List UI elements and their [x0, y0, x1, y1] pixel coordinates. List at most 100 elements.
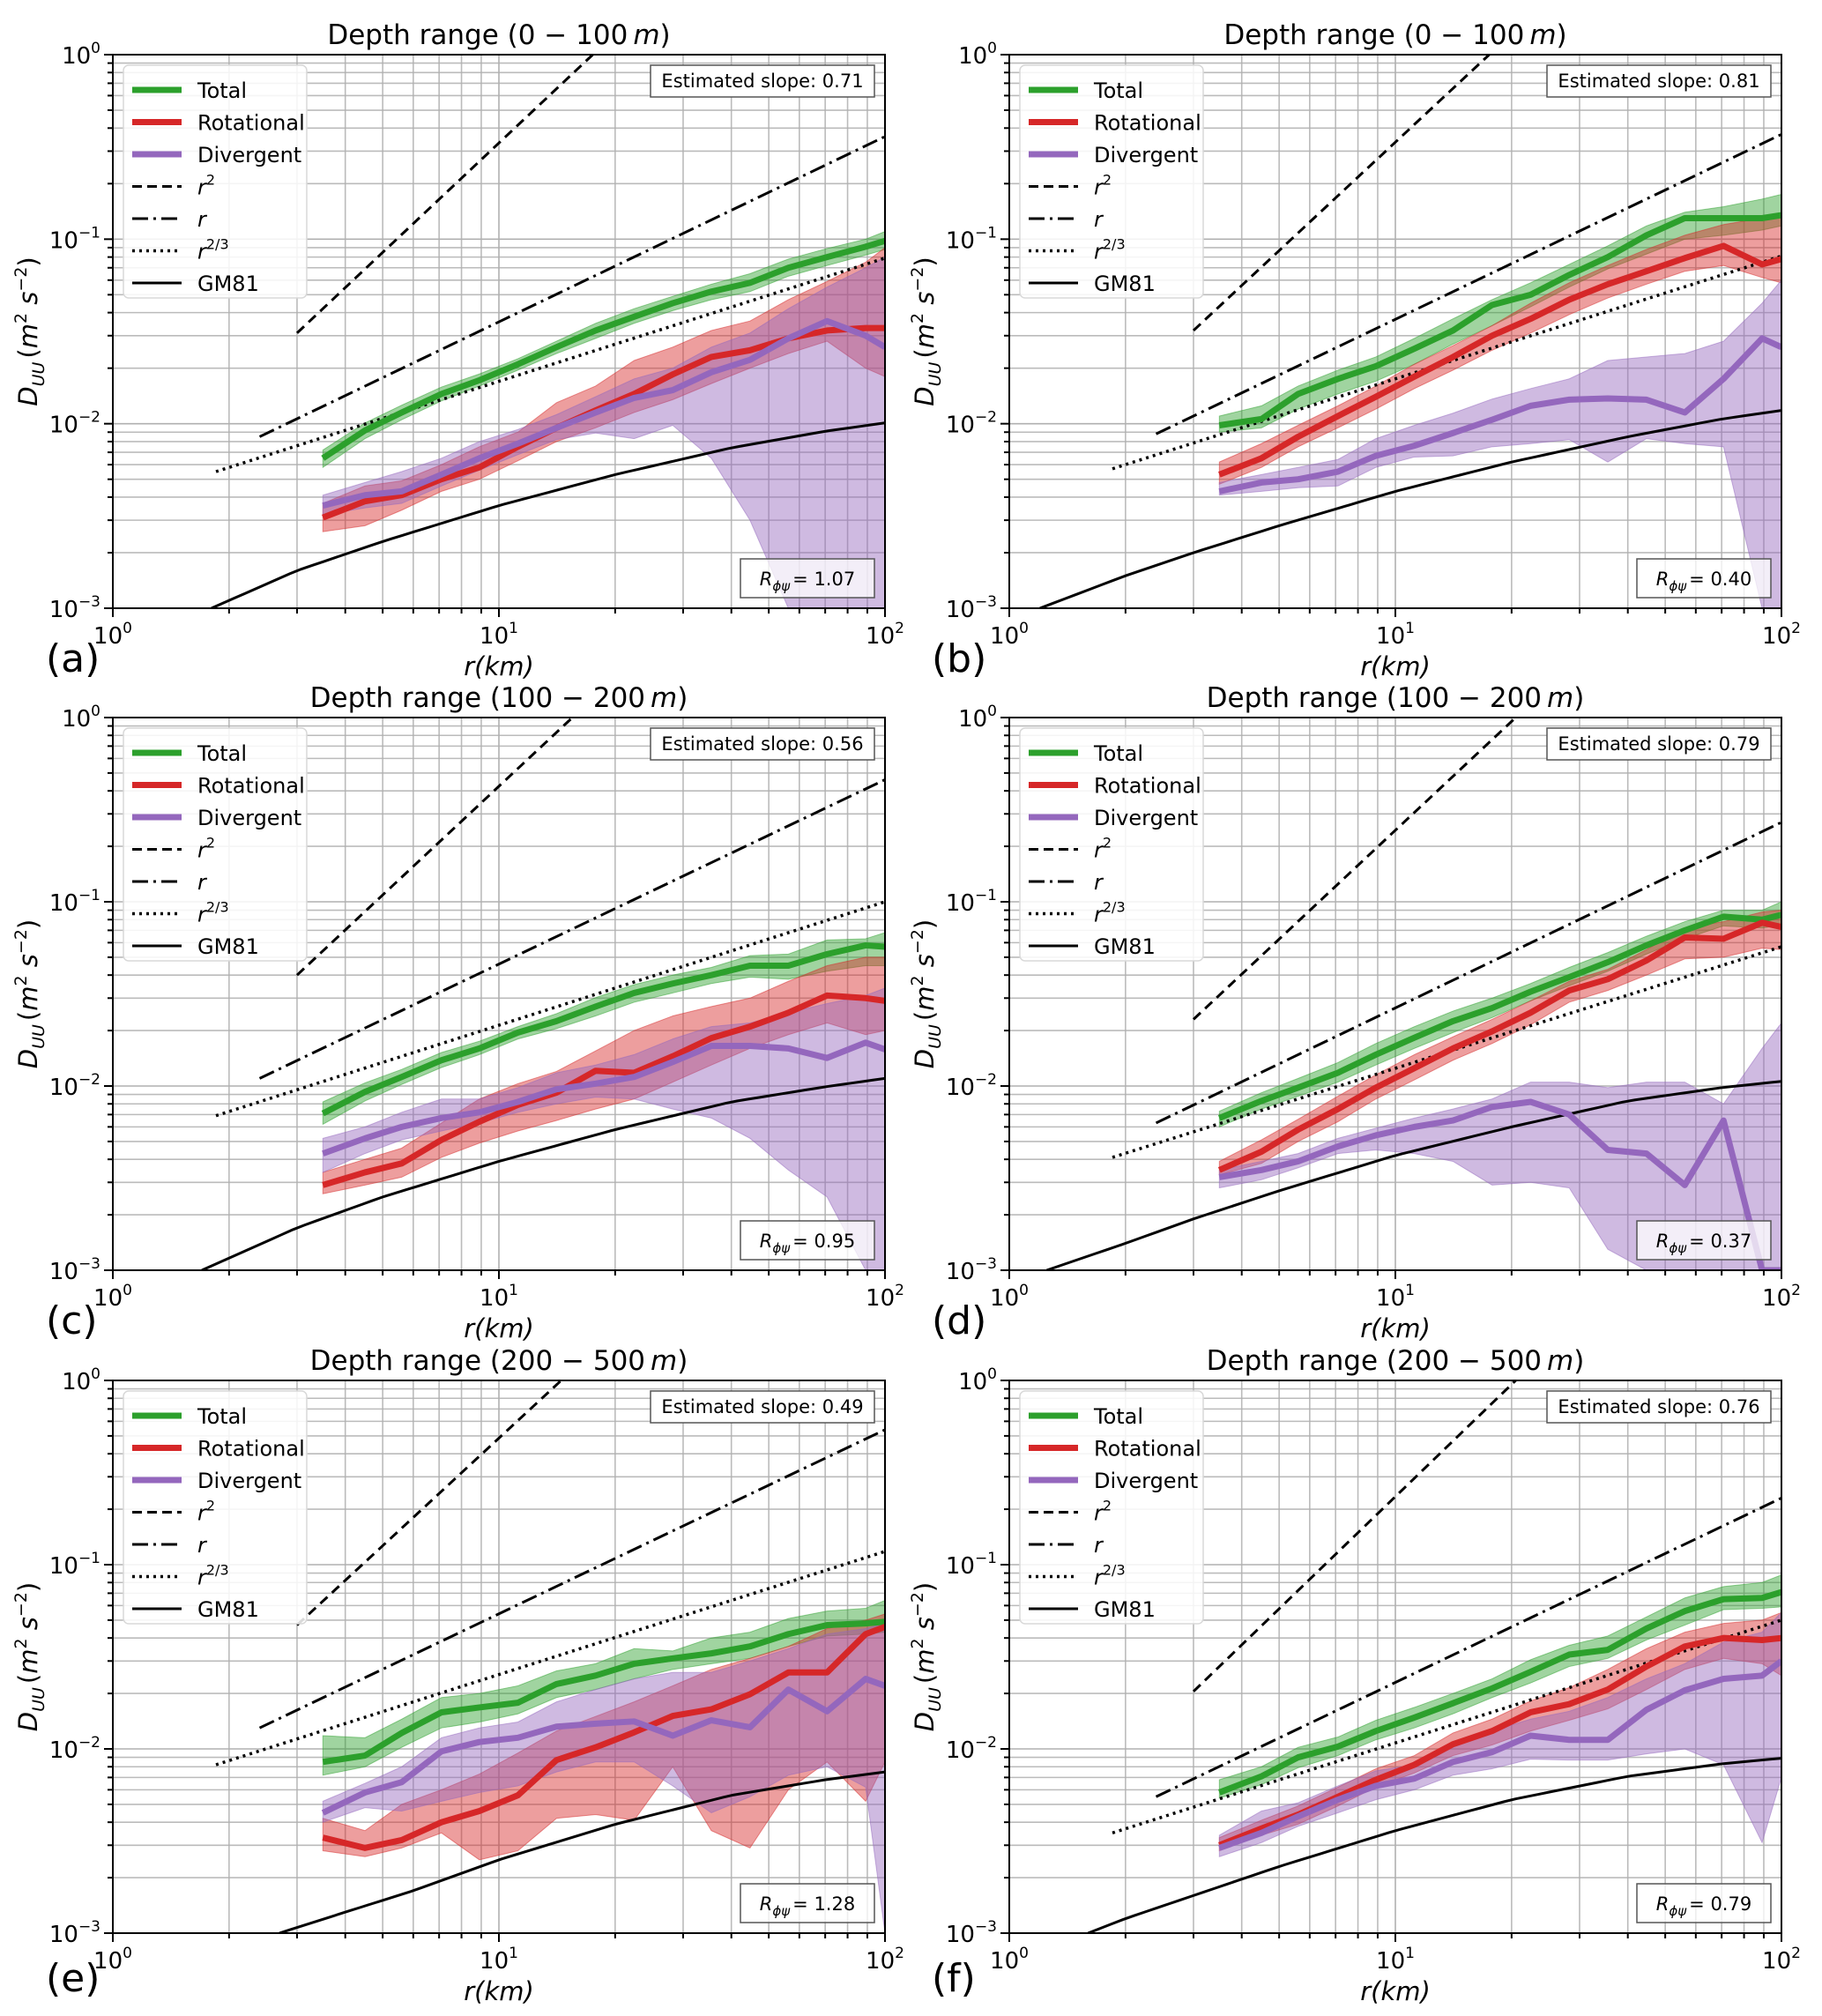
slope-box: [1546, 64, 1772, 98]
y-tick-label: 10−3: [49, 1918, 100, 1948]
y-tick-label: 10−2: [49, 1734, 100, 1764]
legend-label-4: r: [1094, 1533, 1104, 1558]
band-divergent: [1218, 1022, 1781, 1270]
y-tick-label: 10−1: [946, 224, 997, 254]
y-tick-label: 10−3: [49, 593, 100, 623]
ratio-annotation: Rϕψ = 1.07: [740, 558, 875, 599]
series-line-rotational: [322, 992, 885, 1188]
legend-label-3: r2: [197, 835, 215, 863]
panel-letter: (f): [932, 1956, 976, 2001]
x-tick-label: 101: [1376, 620, 1415, 650]
x-tick-label: 100: [93, 1282, 132, 1312]
panel-f: 100 101 102 10−3 10−2 10−1 100 Depth range (200…: [908, 1345, 1801, 2006]
panel-d: 100 101 102 10−3 10−2 10−1 100 Depth range (100…: [908, 682, 1801, 1343]
x-tick-label: 101: [1376, 1945, 1415, 1975]
series-line-divergent: [1218, 1098, 1781, 1270]
ratio-text: Rϕψ = 1.07: [760, 569, 855, 594]
x-tick-label: 102: [866, 1282, 904, 1312]
x-tick-label: 101: [480, 1282, 518, 1312]
series-line-rotational: [1218, 242, 1781, 478]
x-axis-label: r(km): [464, 1313, 534, 1343]
series-line-divergent: [1218, 1658, 1781, 1851]
legend-label-2: Divergent: [1094, 806, 1198, 830]
ratio-annotation: Rϕψ = 0.40: [1636, 558, 1772, 599]
legend-label-6: GM81: [1094, 934, 1156, 959]
legend-label-4: r: [197, 1533, 208, 1558]
legend-label-6: GM81: [197, 934, 259, 959]
legend-label-5: r2/3: [197, 899, 229, 927]
legend: Total Rotational Divergent r2 r r2/3 GM81: [123, 64, 308, 299]
grid: [1009, 1380, 1781, 1933]
legend-label-4: r: [1094, 207, 1104, 232]
slope-annotation: Estimated slope: 0.49: [650, 1390, 875, 1424]
slope-box: [650, 1390, 875, 1424]
y-tick-label: 10−2: [946, 1071, 997, 1101]
y-tick-label: 10−3: [946, 1255, 997, 1285]
reference-line-gm81: [211, 421, 885, 608]
band-divergent: [322, 1623, 885, 1933]
x-tick-label: 100: [93, 1945, 132, 1975]
ticks: [1000, 1380, 1782, 1942]
x-tick-label: 100: [990, 620, 1029, 650]
x-axis-label: r(km): [1360, 1976, 1431, 2006]
series-line-rotational: [1217, 919, 1781, 1173]
plot-area: [211, 55, 885, 608]
y-tick-label: 100: [62, 1365, 100, 1395]
ratio-box: [1636, 1220, 1772, 1261]
x-tick-label: 100: [93, 620, 132, 650]
legend-label-1: Rotational: [197, 111, 305, 136]
legend-label-5: r2/3: [1094, 1562, 1126, 1590]
y-tick-label: 100: [62, 703, 100, 733]
y-tick-label: 10−1: [49, 224, 100, 254]
ratio-text: Rϕψ = 0.95: [760, 1231, 855, 1256]
legend: Total Rotational Divergent r2 r r2/3 GM81: [1019, 1390, 1204, 1625]
ratio-annotation: Rϕψ = 0.37: [1636, 1220, 1772, 1261]
panel-c: 100 101 102 10−3 10−2 10−1 100 Depth range (100…: [11, 682, 904, 1343]
legend-label-2: Divergent: [197, 143, 301, 167]
slope-annotation: Estimated slope: 0.81: [1546, 64, 1772, 98]
series-line-total: [321, 941, 885, 1117]
reference-line-gm81: [1045, 1080, 1781, 1270]
x-tick-label: 101: [480, 620, 518, 650]
slope-annotation: Estimated slope: 0.79: [1546, 727, 1772, 761]
x-tick-label: 102: [1762, 620, 1801, 650]
y-tick-label: 10−2: [49, 409, 100, 439]
panel-a: 100 101 102 10−3 10−2 10−1 100 Depth range (0 −…: [11, 19, 904, 681]
reference-line-gm81: [1087, 1757, 1781, 1933]
reference-line-r2: [295, 55, 594, 334]
legend-label-5: r2/3: [197, 1562, 229, 1590]
series-line-total: [1218, 212, 1781, 428]
legend-label-5: r2/3: [197, 236, 229, 264]
series-line-rotational: [322, 1624, 885, 1851]
y-tick-label: 100: [958, 1365, 997, 1395]
slope-box: [650, 727, 875, 761]
plot-area: [215, 1380, 885, 1933]
band-rotational: [322, 1613, 885, 1861]
reference-line-r2: [295, 1380, 562, 1626]
slope-box: [1546, 1390, 1772, 1424]
ratio-box: [1636, 558, 1772, 599]
reference-line-r2: [1192, 55, 1491, 332]
band-total: [1218, 901, 1781, 1128]
panel-b: 100 101 102 10−3 10−2 10−1 100 Depth range (0 −…: [908, 19, 1801, 681]
slope-text: Estimated slope: 0.81: [1558, 71, 1759, 92]
reference-line-gm81: [1039, 409, 1781, 608]
x-tick-label: 102: [866, 620, 904, 650]
y-axis-label: DUU(m2 s−2): [908, 919, 945, 1069]
band-total: [322, 231, 885, 469]
x-tick-label: 101: [480, 1945, 518, 1975]
legend-label-3: r2: [1094, 1498, 1112, 1526]
ratio-box: [740, 1220, 875, 1261]
y-tick-label: 100: [958, 703, 997, 733]
x-axis-label: r(km): [464, 1976, 534, 2006]
chart-title: Depth range (0 − 100 m): [1223, 19, 1566, 51]
slope-text: Estimated slope: 0.49: [661, 1396, 863, 1417]
legend-label-1: Rotational: [1094, 111, 1201, 136]
y-tick-label: 10−3: [946, 593, 997, 623]
legend: Total Rotational Divergent r2 r r2/3 GM81: [123, 727, 308, 962]
x-tick-label: 102: [866, 1945, 904, 1975]
legend-label-0: Total: [1093, 78, 1143, 103]
series-line-total: [321, 237, 885, 461]
legend-label-5: r2/3: [1094, 899, 1126, 927]
slope-annotation: Estimated slope: 0.56: [650, 727, 875, 761]
